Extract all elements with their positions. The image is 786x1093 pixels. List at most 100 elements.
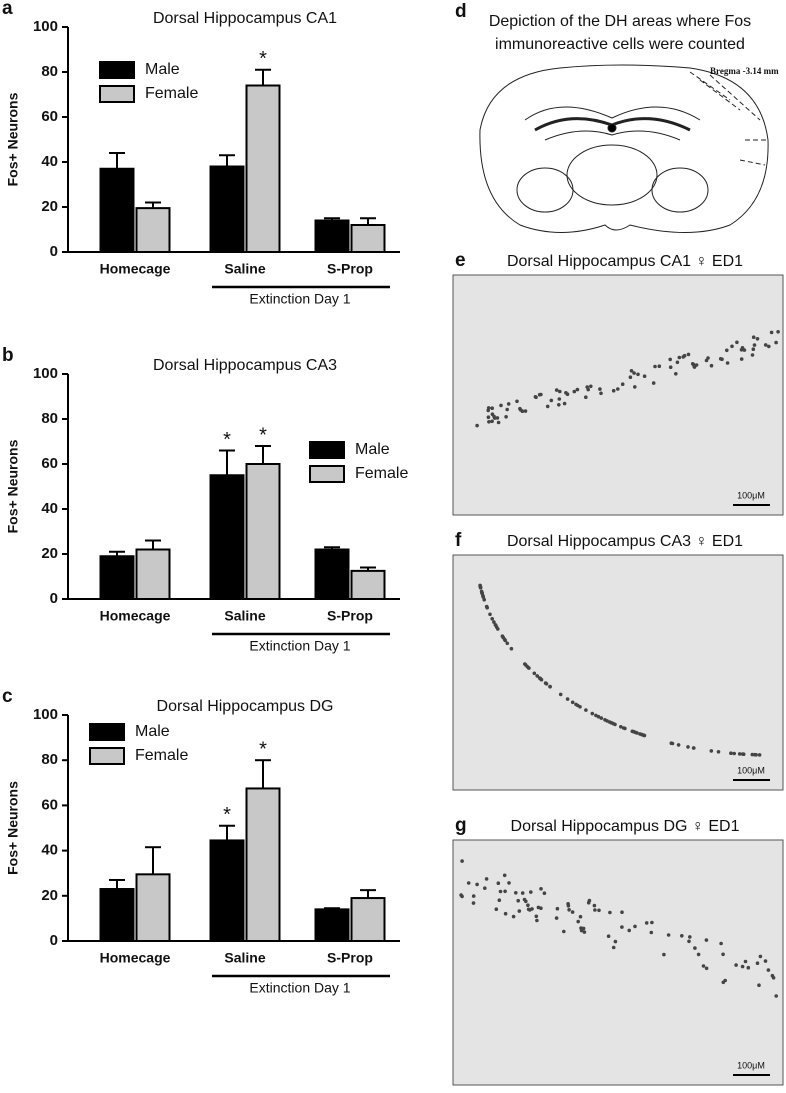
- cell: [475, 882, 479, 887]
- x-tick-label: Homecage: [100, 261, 171, 277]
- cell: [584, 708, 588, 712]
- x-tick-label: Saline: [224, 608, 265, 624]
- cell: [503, 889, 507, 894]
- cell: [709, 363, 714, 368]
- cell: [488, 612, 492, 617]
- cell: [502, 873, 507, 878]
- cell: [674, 372, 678, 376]
- cell: [721, 952, 725, 957]
- y-tick-label: 20: [41, 887, 58, 904]
- cell: [613, 722, 617, 727]
- cell: [590, 711, 595, 716]
- cell: [680, 934, 684, 938]
- cell: [526, 903, 530, 907]
- cell: [620, 382, 625, 387]
- cell: [770, 973, 775, 978]
- cell: [734, 963, 738, 967]
- chart-title: Dorsal Hippocampus CA3: [153, 357, 337, 374]
- cell: [586, 387, 590, 392]
- bar: [209, 165, 245, 253]
- cell: [769, 330, 774, 335]
- cell: [631, 729, 635, 734]
- cell: [539, 906, 543, 910]
- cell: [478, 583, 482, 588]
- cell: [507, 881, 511, 885]
- cell: [589, 384, 593, 389]
- cell: [704, 966, 709, 971]
- micrograph: [452, 554, 784, 791]
- legend-swatch: [309, 441, 345, 459]
- y-tick-label: 20: [41, 198, 58, 215]
- cell: [503, 911, 508, 916]
- cell: [620, 925, 624, 929]
- cell: [570, 700, 575, 705]
- cell: [635, 731, 639, 735]
- cell: [505, 407, 510, 412]
- cell: [528, 908, 532, 912]
- cell: [754, 753, 758, 757]
- cell: [751, 347, 756, 352]
- cell: [576, 919, 580, 924]
- cell: [732, 751, 736, 756]
- legend-swatch: [99, 85, 135, 103]
- cell: [514, 891, 518, 895]
- cell: [549, 398, 554, 403]
- panel-title: Dorsal Hippocampus CA3 ♀ ED1: [507, 533, 743, 550]
- cell: [725, 361, 730, 365]
- cell: [642, 374, 647, 379]
- cell: [688, 935, 692, 939]
- scale-label: 100μM: [737, 1060, 765, 1070]
- cell: [517, 909, 522, 913]
- cell: [537, 676, 542, 680]
- cell: [730, 344, 734, 349]
- panel-label: c: [2, 686, 13, 707]
- cell: [636, 372, 640, 377]
- y-tick-label: 0: [50, 932, 58, 949]
- bar: [245, 787, 281, 943]
- bar: [314, 219, 350, 253]
- cell: [598, 387, 602, 391]
- y-axis-label: Fos+ Neurons: [5, 92, 21, 186]
- cell: [621, 726, 626, 730]
- cell: [755, 961, 760, 965]
- x-tick-label: S-Prop: [327, 950, 373, 966]
- legend-swatch: [99, 61, 135, 79]
- cell: [746, 965, 751, 970]
- bar: [350, 569, 386, 600]
- cell: [527, 666, 531, 670]
- cell: [544, 682, 549, 686]
- legend-label: Male: [355, 441, 390, 458]
- cell: [566, 904, 571, 908]
- cell: [562, 401, 567, 406]
- cell: [752, 343, 757, 347]
- cell: [666, 933, 671, 937]
- cell: [691, 746, 696, 750]
- cell: [735, 340, 739, 345]
- cell: [460, 894, 464, 899]
- cell: [716, 750, 721, 754]
- bar: [209, 474, 245, 600]
- cell: [687, 939, 691, 944]
- cell: [737, 752, 742, 756]
- cell: [490, 617, 495, 621]
- cell: [554, 388, 559, 392]
- y-tick-label: 40: [41, 500, 58, 517]
- cell: [613, 939, 618, 944]
- y-tick-label: 80: [41, 410, 58, 427]
- y-tick-label: 60: [41, 455, 58, 472]
- bar: [135, 548, 171, 600]
- cell: [486, 406, 491, 410]
- cell: [719, 941, 723, 946]
- bar: [99, 167, 135, 253]
- cell: [650, 920, 654, 925]
- panel-label: b: [2, 345, 14, 366]
- cell: [611, 388, 616, 393]
- cell: [729, 751, 733, 755]
- panel-title: Dorsal Hippocampus DG ♀ ED1: [511, 818, 740, 835]
- cell: [743, 959, 748, 964]
- cell: [721, 980, 726, 985]
- cell: [606, 934, 611, 938]
- bar: [99, 555, 135, 600]
- cell: [633, 385, 637, 389]
